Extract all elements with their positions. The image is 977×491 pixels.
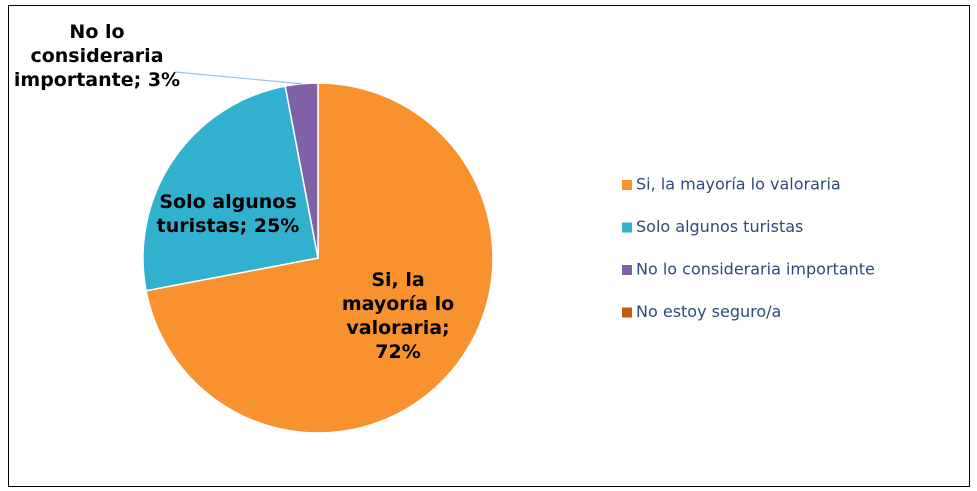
legend-marker — [622, 307, 632, 318]
data-label: Solo algunos turistas; 25% — [156, 191, 300, 237]
data-label: Si, la mayoría lo valoraria; 72% — [341, 269, 455, 363]
pie-slice — [142, 85, 319, 292]
legend-marker — [622, 180, 632, 190]
legend-marker — [622, 265, 632, 275]
legend-label: Si, la mayoría lo valoraria — [636, 175, 841, 194]
legend-marker — [622, 222, 632, 233]
data-label: No lo consideraria importante; 3% — [13, 21, 181, 91]
legend-label: Solo algunos turistas — [636, 217, 803, 236]
legend-label: No estoy seguro/a — [636, 302, 781, 321]
leader-line — [174, 71, 302, 85]
pie-slice — [145, 82, 494, 434]
frame — [8, 5, 970, 487]
legend-label: No lo consideraria importante — [636, 260, 875, 279]
